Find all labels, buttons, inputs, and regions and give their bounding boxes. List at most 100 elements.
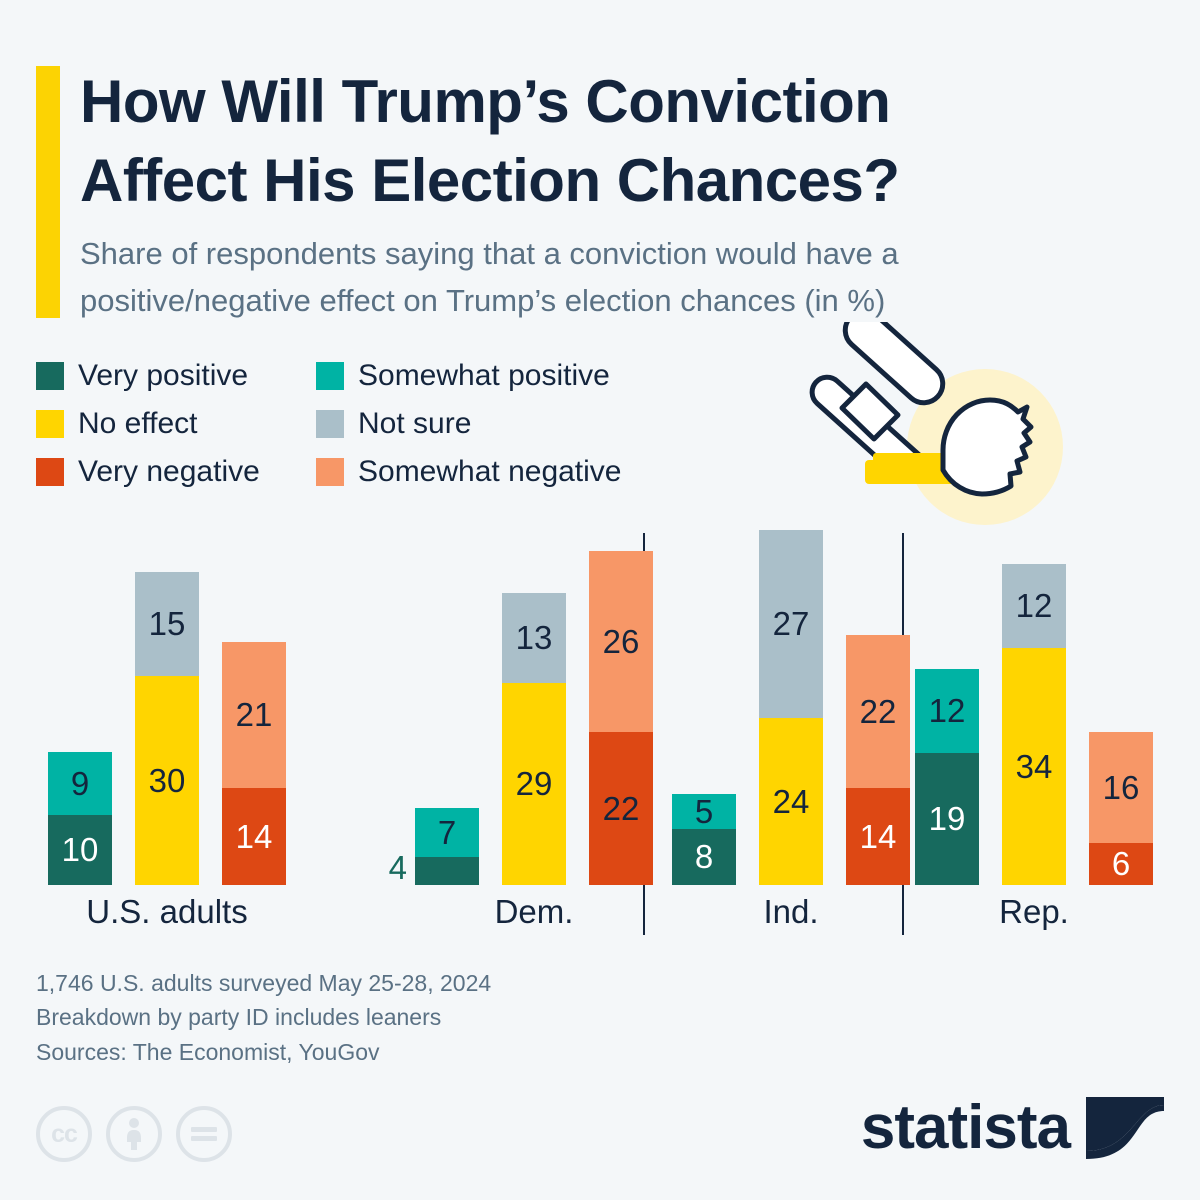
bar-segment-value: 29 <box>515 765 553 802</box>
legend-item-no-effect[interactable]: No effect <box>36 407 316 441</box>
bar-segment-value: 12 <box>1015 587 1053 624</box>
bar-segment: 6 <box>1089 843 1153 885</box>
page-title-line-1: How Will Trump’s Conviction <box>80 68 891 135</box>
bar-segment: 19 <box>915 753 979 885</box>
bar-segment: 16 <box>1089 732 1153 843</box>
group-label-u-s-adults: U.S. adults <box>86 893 248 930</box>
legend-swatch-icon <box>36 362 64 390</box>
footnote-line: Sources: The Economist, YouGov <box>36 1038 380 1065</box>
cc-nd-equals-icon <box>176 1106 232 1162</box>
equals-glyph <box>191 1127 217 1141</box>
group-divider-2 <box>902 533 904 935</box>
bar-segment-value: 14 <box>859 817 897 855</box>
bar-segment: 22 <box>589 732 653 885</box>
bar-segment: 30 <box>135 676 199 885</box>
cc-icon: cc <box>36 1106 92 1162</box>
gavel-icon <box>809 308 1063 525</box>
legend-row: Very negative Somewhat negative <box>36 448 756 496</box>
footnote-line: Breakdown by party ID includes leaners <box>36 1004 442 1031</box>
bar-segment-value: 15 <box>148 605 186 642</box>
bar-segment: 14 <box>846 788 910 885</box>
bar-segment: 12 <box>1002 564 1066 648</box>
bar-segment-value: 10 <box>61 831 99 868</box>
bar-segment-value: 16 <box>1102 768 1140 806</box>
bar-segment-value: 27 <box>772 605 810 642</box>
legend-swatch-icon <box>36 458 64 486</box>
bar-segment-value: 12 <box>928 692 966 729</box>
statista-wordmark: statista <box>860 1093 1071 1162</box>
legend-item-not-sure[interactable]: Not sure <box>316 407 471 441</box>
cc-icon-label: cc <box>51 1119 78 1148</box>
legend-row: Very positive Somewhat positive <box>36 352 756 400</box>
page-subtitle: Share of respondents saying that a convi… <box>80 230 1170 324</box>
bar-segment: 13 <box>502 593 566 683</box>
legend-swatch-icon <box>316 410 344 438</box>
page-subtitle-line-2: positive/negative effect on Trump’s elec… <box>80 283 886 319</box>
legend-row: No effect Not sure <box>36 400 756 448</box>
legend-item-label: No effect <box>78 407 198 440</box>
bar-segment: 21 <box>222 642 286 788</box>
legend-item-label: Very positive <box>78 359 249 392</box>
bar-segment: 27 <box>759 530 823 718</box>
bar-segment: 26 <box>589 551 653 732</box>
bar-segment: 29 <box>502 683 566 885</box>
bar-segment: 12 <box>915 669 979 753</box>
bar-segment: 10 <box>48 815 112 885</box>
bar-segment-value: 7 <box>437 813 457 851</box>
legend-swatch-icon <box>36 410 64 438</box>
page-title-line-2: Affect His Election Chances? <box>80 147 900 215</box>
bar-segment-value: 22 <box>859 692 897 730</box>
legend-item-label: Not sure <box>358 407 472 440</box>
statista-mark-icon <box>1086 1096 1164 1159</box>
bar-segment: 15 <box>135 572 199 676</box>
statista-logo: statista <box>861 1092 1164 1163</box>
bar-segment-value: 34 <box>1015 747 1053 785</box>
legend-swatch-icon <box>316 362 344 390</box>
bar-segment-value: 26 <box>602 622 640 660</box>
page-subtitle-line-1: Share of respondents saying that a convi… <box>80 236 899 271</box>
profile-head-icon <box>940 397 1034 497</box>
bar-segment-value: 21 <box>235 696 273 733</box>
group-label-ind-: Ind. <box>763 893 819 930</box>
bar-segment-value: 9 <box>70 764 90 802</box>
legend-item-somewhat-positive[interactable]: Somewhat positive <box>316 359 610 393</box>
legend-item-label: Very negative <box>78 455 260 488</box>
footnote-line: 1,746 U.S. adults surveyed May 25-28, 20… <box>36 970 492 996</box>
bar-segment-value: 8 <box>694 838 714 875</box>
bar-segment: 34 <box>1002 648 1066 885</box>
group-label-rep-: Rep. <box>999 893 1069 930</box>
bar-segment: 9 <box>48 752 112 815</box>
bar-segment: 22 <box>846 635 910 788</box>
bar-segment-value: 4 <box>388 849 407 886</box>
page-title: How Will Trump’s Conviction Affect His E… <box>80 62 1120 220</box>
bar-segment <box>415 857 479 885</box>
bar-segment: 7 <box>415 808 479 857</box>
bar-segment-value: 30 <box>148 761 186 799</box>
legend-item-very-negative[interactable]: Very negative <box>36 455 316 489</box>
group-divider-1 <box>643 533 645 935</box>
bar-segment: 8 <box>672 829 736 885</box>
group-label-dem-: Dem. <box>494 893 574 930</box>
footnotes: 1,746 U.S. adults surveyed May 25-28, 20… <box>36 968 491 1071</box>
bar-segment-value: 24 <box>772 782 810 820</box>
bar-segment: 14 <box>222 788 286 885</box>
title-accent-bar <box>36 66 60 318</box>
person-glyph <box>127 1118 141 1150</box>
bar-segment-value: 6 <box>1111 845 1131 882</box>
bar-segment-value: 22 <box>602 789 640 827</box>
creative-commons-icons: cc <box>36 1106 232 1162</box>
legend-item-label: Somewhat positive <box>358 359 610 392</box>
bar-segment: 24 <box>759 718 823 885</box>
gavel-and-profile-illustration <box>780 308 1080 537</box>
cc-by-person-icon <box>106 1106 162 1162</box>
bar-segment-value: 13 <box>515 619 553 656</box>
bar-segment-value: 14 <box>235 817 273 855</box>
legend-item-somewhat-negative[interactable]: Somewhat negative <box>316 455 622 489</box>
bar-segment-value: 19 <box>928 800 966 837</box>
bar-segment-value: 5 <box>694 792 714 830</box>
bar-segment: 5 <box>672 792 736 830</box>
legend-swatch-icon <box>316 458 344 486</box>
legend-item-very-positive[interactable]: Very positive <box>36 359 316 393</box>
legend-item-label: Somewhat negative <box>358 455 622 488</box>
